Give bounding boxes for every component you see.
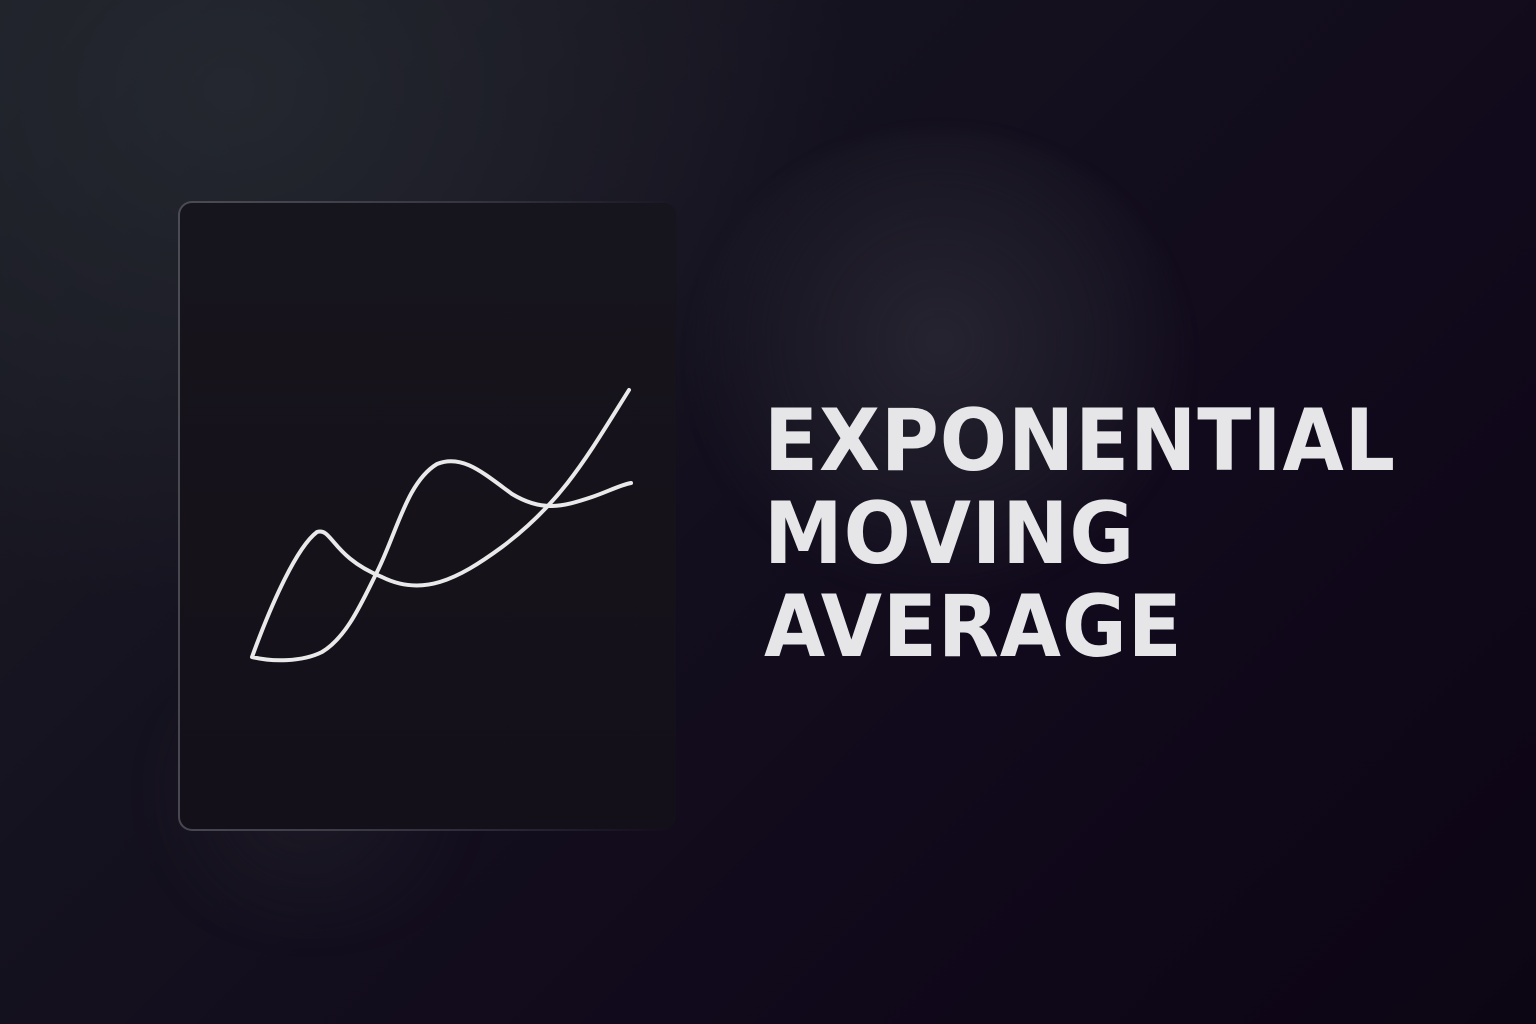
headline-line-2: MOVING <box>764 484 1136 584</box>
chart-icon-card <box>178 201 678 831</box>
headline-line-1: EXPONENTIAL <box>764 391 1396 491</box>
headline-line-3: AVERAGE <box>764 577 1183 677</box>
line-chart-icon <box>250 388 633 663</box>
headline: EXPONENTIAL MOVING AVERAGE <box>764 395 1396 674</box>
price-line-icon-stroke <box>250 388 633 663</box>
background-glow-orb <box>690 130 1190 600</box>
